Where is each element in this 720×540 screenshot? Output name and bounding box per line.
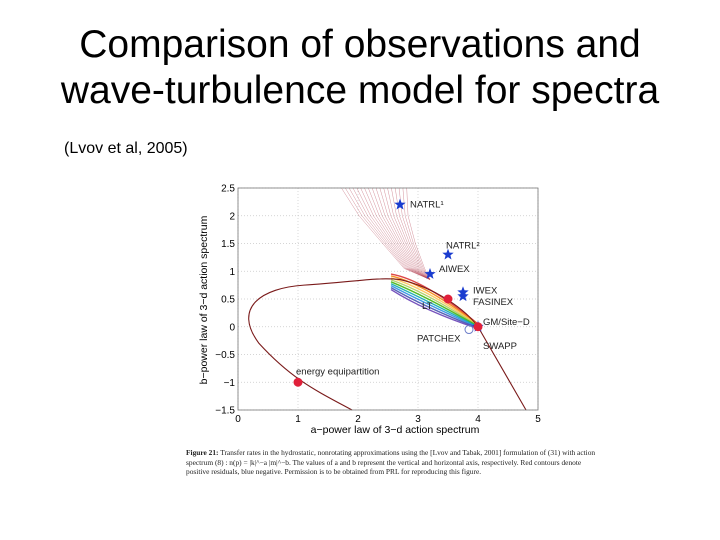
contour-band bbox=[390, 287, 479, 329]
data-label: AIWEX bbox=[439, 264, 470, 275]
data-point-circle bbox=[293, 377, 303, 387]
x-tick-label: 0 bbox=[235, 414, 241, 425]
boundary-curve bbox=[248, 278, 527, 411]
contour-line bbox=[371, 187, 431, 280]
y-tick-label: 2 bbox=[229, 211, 235, 222]
x-tick-label: 1 bbox=[295, 414, 301, 425]
data-point-star bbox=[442, 248, 454, 260]
contour-band bbox=[390, 277, 479, 326]
chart-axes: 0 1 2 3 4 5 −1.5 −1 −0.5 0 0.5 1 1.5 2 2.5 bbox=[215, 184, 541, 426]
slide-subtitle: (Lvov et al, 2005) bbox=[64, 140, 188, 157]
contour-line bbox=[341, 187, 431, 280]
data-point-star bbox=[457, 290, 469, 302]
data-point-star bbox=[424, 268, 436, 279]
contour-line bbox=[364, 187, 431, 280]
contour-band bbox=[390, 283, 479, 328]
x-axis-label: a−power law of 3−d action spectrum bbox=[311, 424, 480, 436]
contour-band bbox=[390, 288, 479, 330]
slide-title: Comparison of observations and wave-turb… bbox=[0, 22, 720, 114]
contour-lines bbox=[248, 187, 527, 411]
y-tick-label: 1.5 bbox=[221, 239, 235, 250]
caption-figure-label: Figure 21: bbox=[186, 448, 219, 457]
data-label: PATCHEX bbox=[417, 334, 461, 345]
x-tick-label: 5 bbox=[535, 414, 541, 425]
data-label: NATRL² bbox=[446, 241, 480, 252]
contour-line bbox=[356, 187, 431, 280]
x-tick-label: 4 bbox=[475, 414, 481, 425]
y-axis-label: b−power law of 3−d action spectrum bbox=[198, 215, 210, 384]
contour-band bbox=[390, 285, 479, 329]
contour-line bbox=[368, 187, 431, 280]
data-point-star bbox=[394, 198, 406, 210]
slide-title-line-2: wave-turbulence model for spectra bbox=[60, 69, 660, 112]
data-label: energy equipartition bbox=[296, 366, 379, 377]
data-label: NATRL¹ bbox=[410, 200, 444, 211]
contour-line bbox=[391, 187, 431, 280]
contour-line bbox=[348, 187, 431, 280]
y-tick-label: −0.5 bbox=[215, 350, 235, 361]
data-point-circle bbox=[473, 322, 483, 332]
y-tick-label: 0 bbox=[229, 322, 235, 333]
caption-text: Transfer rates in the hydrostatic, nonro… bbox=[186, 448, 596, 477]
y-tick-label: 1 bbox=[229, 267, 235, 278]
plot-frame bbox=[237, 187, 539, 411]
figure-caption: Figure 21: Transfer rates in the hydrost… bbox=[186, 448, 596, 477]
y-tick-label: 0.5 bbox=[221, 295, 235, 306]
data-label: GM/Site−D bbox=[483, 317, 530, 328]
contour-line bbox=[375, 187, 431, 280]
contour-line bbox=[360, 187, 431, 280]
y-tick-label: 2.5 bbox=[221, 184, 235, 195]
contour-band bbox=[390, 279, 479, 327]
contour-line bbox=[387, 187, 431, 280]
contour-band bbox=[390, 275, 479, 326]
data-label: FASINEX bbox=[473, 297, 514, 308]
contour-line bbox=[379, 187, 431, 280]
data-point-open-circle bbox=[464, 325, 474, 335]
data-label: SWAPP bbox=[483, 341, 517, 352]
contour-line bbox=[352, 187, 431, 280]
x-tick-label: 2 bbox=[355, 414, 361, 425]
spectrum-chart: 0 1 2 3 4 5−1.5−1−0.500.511.522.5 NATRL¹NATRL… bbox=[198, 184, 541, 437]
x-tick-label: 3 bbox=[415, 414, 421, 425]
data-label: LT bbox=[422, 301, 433, 312]
y-tick-label: −1 bbox=[224, 378, 236, 389]
data-label: IWEX bbox=[473, 285, 498, 296]
slide-title-line-1: Comparison of observations and bbox=[79, 23, 641, 66]
contour-line bbox=[345, 187, 431, 280]
y-tick-label: −1.5 bbox=[215, 406, 235, 417]
contour-line bbox=[383, 187, 431, 280]
data-point-circle bbox=[443, 294, 453, 304]
contour-band bbox=[390, 281, 479, 327]
